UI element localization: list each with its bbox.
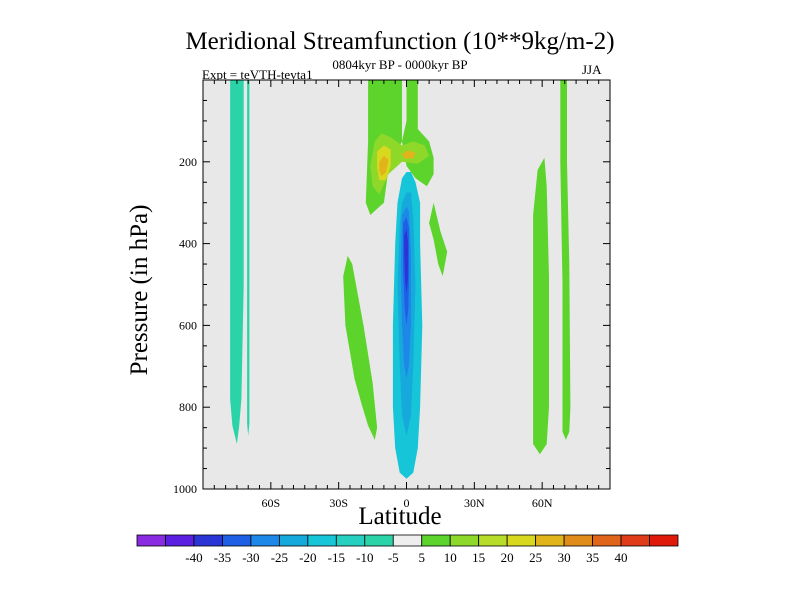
colorbar-box — [307, 534, 337, 547]
colorbar-box — [136, 534, 166, 547]
colorbar-box — [250, 534, 280, 547]
colorbar-box — [364, 534, 394, 547]
colorbar-label: -40 — [185, 550, 202, 565]
contour-region-8 — [402, 150, 416, 159]
contour-region-1 — [247, 80, 250, 436]
colorbar-box — [478, 534, 508, 547]
y-tick-label: 200 — [179, 155, 197, 169]
contour-region-0 — [230, 80, 244, 444]
x-tick-label: 60N — [532, 496, 553, 510]
contour-region-14 — [404, 229, 409, 293]
colorbar-label: -5 — [388, 550, 399, 565]
y-tick-label: 800 — [179, 400, 197, 414]
colorbar-label: -20 — [299, 550, 316, 565]
colorbar-box — [535, 534, 565, 547]
colorbar-box — [649, 534, 679, 547]
colorbar-box — [278, 534, 309, 547]
colorbar-box — [165, 534, 195, 547]
colorbar-label: -30 — [242, 550, 259, 565]
colorbar-box — [449, 534, 480, 547]
colorbar-label: 5 — [418, 550, 425, 565]
colorbar-label: 30 — [558, 550, 571, 565]
colorbar-box — [335, 534, 366, 547]
contour-region-16 — [560, 80, 571, 440]
right-subtitle: JJA — [582, 62, 602, 77]
colorbar-box — [506, 534, 537, 547]
y-tick-label: 600 — [179, 318, 197, 332]
colorbar-box — [421, 534, 451, 547]
left-subtitle: Expt = teVTH-tevta1 — [202, 67, 313, 82]
x-tick-label: 60S — [261, 496, 280, 510]
chart-title: Meridional Streamfunction (10**9kg/m-2) — [185, 28, 615, 55]
colorbar-label: 25 — [529, 550, 542, 565]
colorbar-label: -35 — [214, 550, 231, 565]
y-tick-label: 400 — [179, 237, 197, 251]
x-tick-label: 30N — [464, 496, 485, 510]
colorbar-box — [222, 534, 252, 547]
colorbar-label: -15 — [328, 550, 345, 565]
contour-region-15 — [533, 157, 549, 455]
x-tick-label: 30S — [329, 496, 348, 510]
colorbar-label: 35 — [586, 550, 599, 565]
x-tick-label: 0 — [404, 496, 410, 510]
colorbar-box — [563, 534, 593, 547]
colorbar-box — [592, 534, 622, 547]
contour-region-7 — [379, 155, 389, 177]
colorbar-label: 20 — [501, 550, 514, 565]
colorbar-label: -10 — [356, 550, 373, 565]
center-subtitle: 0804kyr BP - 0000kyr BP — [332, 57, 468, 72]
colorbar-box — [193, 534, 223, 547]
contour-region-9 — [429, 202, 448, 277]
colorbar-label: -25 — [271, 550, 288, 565]
colorbar-label: 10 — [444, 550, 457, 565]
colorbar-box — [392, 534, 423, 547]
colorbar-label: 15 — [472, 550, 485, 565]
colorbar-box — [620, 534, 650, 547]
contour-region-2 — [343, 255, 378, 440]
y-tick-label: 1000 — [173, 482, 197, 496]
x-axis-label: Latitude — [358, 503, 442, 530]
colorbar-label: 40 — [615, 550, 628, 565]
